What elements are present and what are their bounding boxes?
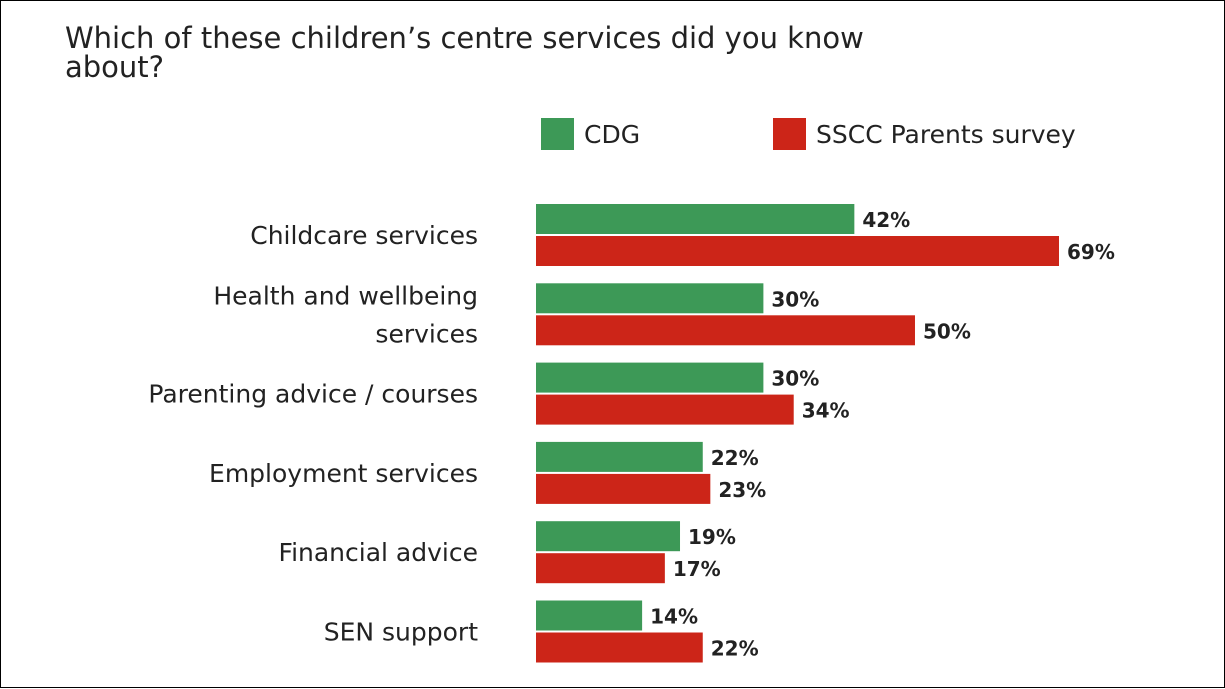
chart-title: Which of these children’s centre service… [65,21,864,84]
value-label-cdg-childcare-services: 42% [862,208,910,232]
value-label-sscc-parents-survey-parenting-advice-courses: 34% [802,399,850,423]
chart-title-line: about? [65,50,164,84]
category-label-childcare-services: Childcare services [250,221,478,250]
chart-legend: CDG SSCC Parents survey [541,118,1076,150]
value-label-cdg-employment-services: 22% [711,446,759,470]
bar-sscc-parents-survey-childcare-services [536,236,1059,266]
category-labels: Childcare services Health and wellbeing se… [148,221,478,647]
value-label-sscc-parents-survey-employment-services: 23% [718,478,766,502]
bars [536,204,1059,663]
value-label-sscc-parents-survey-financial-advice: 17% [673,557,721,581]
value-label-sscc-parents-survey-sen-support: 22% [711,637,759,661]
bar-cdg-employment-services [536,441,703,472]
legend-label-cdg: CDG [584,120,640,149]
bar-cdg-sen-support [536,600,643,631]
value-label-cdg-financial-advice: 19% [688,525,736,549]
value-label-sscc-parents-survey-childcare-services: 69% [1067,240,1115,264]
value-label-cdg-health-and-wellbeing-services: 30% [771,287,819,311]
value-label-cdg-sen-support: 14% [650,605,698,629]
category-label-financial-advice: Financial advice [279,538,478,567]
legend-label-sscc-parents-survey: SSCC Parents survey [816,120,1076,149]
bar-sscc-parents-survey-sen-support [536,632,703,663]
category-label-sen-support: SEN support [324,618,478,647]
bar-cdg-childcare-services [536,204,855,234]
category-label-parenting-advice-courses: Parenting advice / courses [148,380,478,409]
bar-cdg-financial-advice [536,521,681,552]
bar-sscc-parents-survey-health-and-wellbeing-services [536,315,915,346]
category-label-employment-services: Employment services [209,459,478,488]
bar-cdg-parenting-advice-courses [536,362,764,393]
bar-sscc-parents-survey-parenting-advice-courses [536,394,794,425]
bar-sscc-parents-survey-financial-advice [536,553,665,584]
chart-title-line: Which of these children’s centre service… [65,21,864,55]
bar-cdg-health-and-wellbeing-services [536,283,764,314]
category-label-health-and-wellbeing-services: Health and wellbeing [213,281,478,310]
value-labels: 42% 69% 30% 50% 30% 34% 22% 23% 19% 17% 14% 22% [650,208,1115,661]
legend-swatch-cdg [541,118,574,150]
value-label-sscc-parents-survey-health-and-wellbeing-services: 50% [923,319,971,343]
category-label-health-and-wellbeing-services: services [375,319,478,348]
bar-sscc-parents-survey-employment-services [536,473,711,504]
legend-swatch-sscc-parents-survey [773,118,806,150]
value-label-cdg-parenting-advice-courses: 30% [771,367,819,391]
